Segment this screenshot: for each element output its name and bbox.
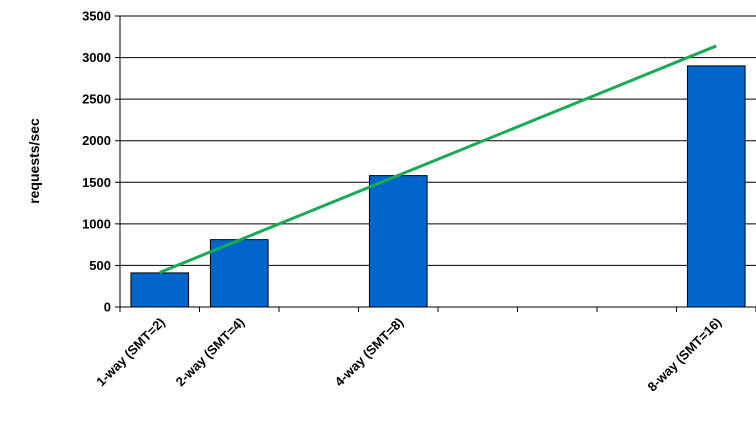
axes bbox=[115, 15, 756, 312]
y-tick-label: 0 bbox=[104, 300, 111, 315]
y-tick-labels: 0 500 1000 1500 2000 2500 3000 3500 bbox=[82, 9, 111, 315]
x-tick-labels: 1-way (SMT=2) 2-way (SMT=4) 4-way (SMT=8) 8… bbox=[93, 315, 724, 395]
y-tick-label: 3500 bbox=[82, 9, 111, 24]
bar bbox=[130, 272, 190, 308]
bar bbox=[686, 65, 746, 308]
y-tick-label: 1500 bbox=[82, 175, 111, 190]
y-tick-label: 2000 bbox=[82, 133, 111, 148]
gridlines bbox=[120, 15, 756, 266]
y-tick-label: 1000 bbox=[82, 216, 111, 231]
y-tick-label: 2500 bbox=[82, 92, 111, 107]
x-tick-label: 8-way (SMT=16) bbox=[645, 315, 725, 395]
trend-line-group bbox=[159, 44, 717, 274]
y-axis-title: requests/sec bbox=[26, 118, 42, 204]
trend-line bbox=[159, 44, 717, 274]
y-tick-label: 500 bbox=[89, 258, 111, 273]
x-tick-label: 4-way (SMT=8) bbox=[332, 315, 407, 390]
y-tick-label: 3000 bbox=[82, 50, 111, 65]
bar bbox=[368, 175, 428, 308]
x-tick-label: 1-way (SMT=2) bbox=[93, 315, 168, 390]
x-tick-label: 2-way (SMT=4) bbox=[173, 315, 248, 390]
bars bbox=[130, 65, 746, 308]
